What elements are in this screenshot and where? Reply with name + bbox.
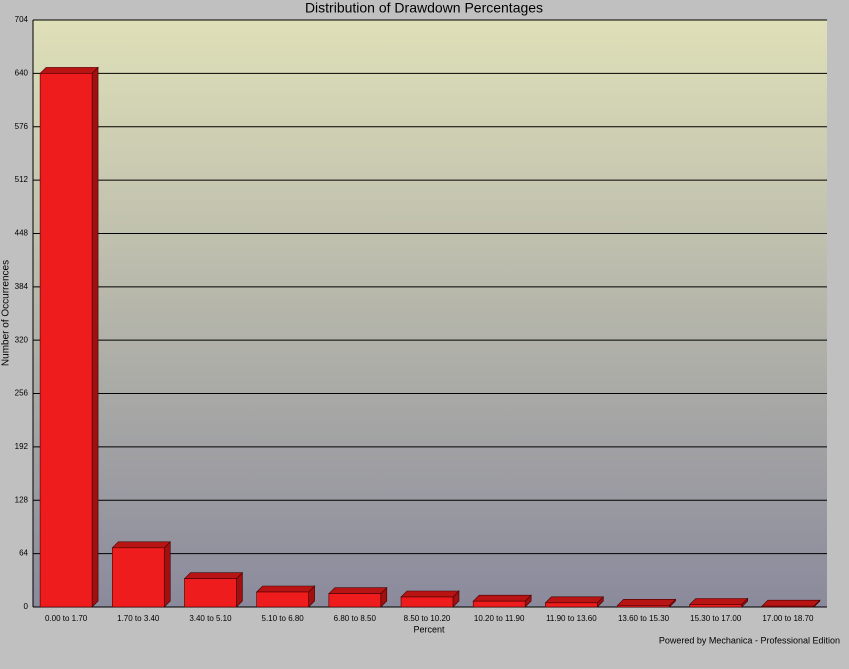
bar-top bbox=[328, 587, 388, 594]
bar bbox=[184, 578, 237, 608]
y-tick-label: 640 bbox=[15, 68, 29, 77]
bar-top bbox=[616, 599, 677, 606]
y-axis-label: Number of Occurrences bbox=[1, 260, 12, 366]
bar bbox=[472, 600, 526, 608]
bar bbox=[617, 605, 670, 608]
bar-top bbox=[400, 590, 460, 598]
y-tick-label: 320 bbox=[15, 335, 29, 344]
plot-area bbox=[33, 20, 827, 607]
bar-top bbox=[255, 585, 316, 593]
y-tick-label: 192 bbox=[15, 442, 29, 451]
bar-top bbox=[111, 541, 171, 549]
bar bbox=[400, 596, 454, 608]
y-tick-label: 256 bbox=[15, 389, 29, 398]
y-tick-label: 384 bbox=[15, 282, 29, 291]
footer: Powered by Mechanica - Professional Edit… bbox=[659, 635, 840, 645]
bar-side bbox=[163, 541, 171, 608]
bar-top bbox=[39, 67, 99, 74]
y-tick-label: 704 bbox=[15, 15, 29, 24]
bar bbox=[328, 593, 382, 608]
y-tick-label: 0 bbox=[24, 602, 29, 611]
x-tick-label: 10.20 to 11.90 bbox=[474, 614, 525, 623]
x-axis-label: Percent bbox=[413, 624, 445, 634]
x-tick-label: 1.70 to 3.40 bbox=[117, 614, 160, 623]
bar-side bbox=[91, 66, 99, 608]
bar bbox=[111, 547, 165, 608]
x-tick-label: 8.50 to 10.20 bbox=[404, 614, 451, 623]
bar-top bbox=[183, 572, 244, 579]
y-tick-label: 64 bbox=[19, 549, 28, 558]
x-tick-label: 11.90 to 13.60 bbox=[546, 614, 597, 623]
bar-top bbox=[472, 594, 532, 602]
bar bbox=[761, 605, 815, 608]
bar-top bbox=[689, 598, 749, 605]
bar-top bbox=[761, 599, 821, 607]
bar-top bbox=[544, 596, 605, 604]
chart-title: Distribution of Drawdown Percentages bbox=[305, 0, 543, 16]
x-tick-label: 15.30 to 17.00 bbox=[690, 614, 742, 623]
bar bbox=[545, 602, 598, 608]
x-tick-label: 0.00 to 1.70 bbox=[45, 614, 88, 623]
bar bbox=[39, 73, 93, 608]
x-tick-label: 3.40 to 5.10 bbox=[189, 614, 232, 623]
bar bbox=[689, 604, 743, 608]
y-tick-label: 512 bbox=[15, 175, 29, 184]
y-tick-label: 128 bbox=[15, 495, 29, 504]
x-tick-label: 5.10 to 6.80 bbox=[262, 614, 305, 623]
y-tick-label: 576 bbox=[15, 122, 29, 131]
x-tick-label: 13.60 to 15.30 bbox=[618, 614, 670, 623]
bar bbox=[256, 591, 309, 608]
y-tick-label: 448 bbox=[15, 229, 29, 238]
x-tick-label: 6.80 to 8.50 bbox=[334, 614, 377, 623]
x-tick-label: 17.00 to 18.70 bbox=[762, 614, 814, 623]
